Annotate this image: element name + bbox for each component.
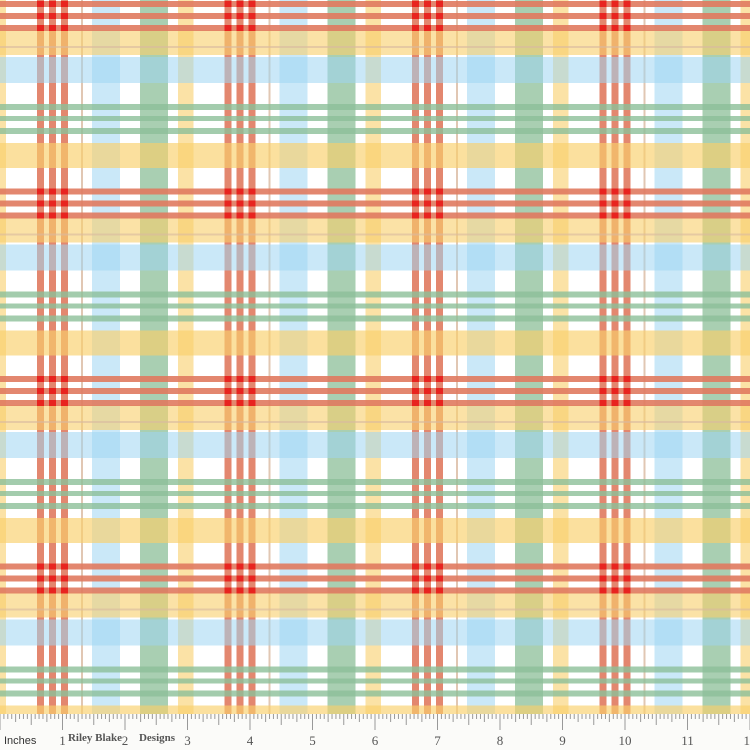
ruler-ticks [0, 714, 750, 730]
brand-label: Riley Blake [67, 732, 123, 744]
ruler-number: 1 [59, 733, 66, 748]
ruler-number: 9 [559, 733, 566, 748]
ruler-unit-label: Inches [4, 735, 37, 747]
ruler-number: 11 [681, 733, 694, 748]
ruler-number: 8 [496, 733, 504, 748]
ruler-number: 10 [618, 733, 632, 748]
ruler-number: 3 [184, 733, 191, 748]
plaid-fabric-image [0, 0, 750, 714]
ruler-number: 7 [434, 733, 441, 748]
ruler-number: 5 [309, 733, 316, 748]
ruler-number: 12 [743, 733, 750, 748]
ruler-number: 2 [121, 733, 129, 748]
ruler-number: 4 [246, 733, 254, 748]
brand-label: Designs [138, 732, 176, 744]
ruler-number: 6 [371, 733, 379, 748]
